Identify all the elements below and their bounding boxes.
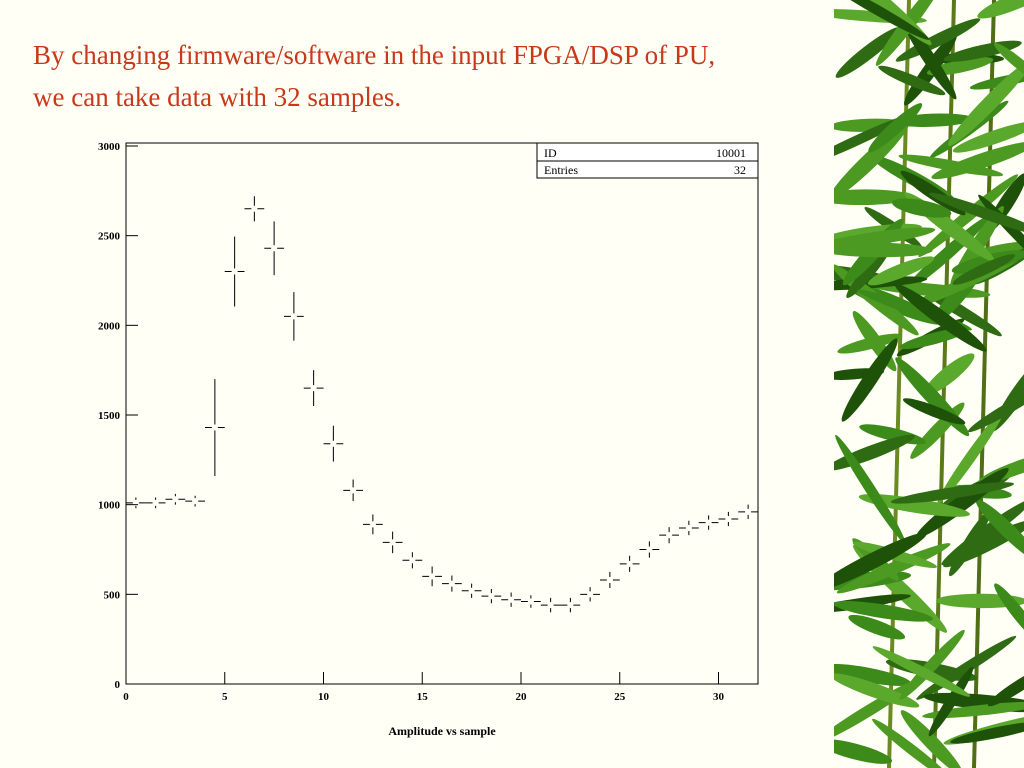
bamboo-leaf bbox=[834, 739, 893, 764]
title-line: By changing firmware/software in the inp… bbox=[33, 40, 716, 70]
bamboo-leaf bbox=[952, 254, 1016, 285]
chart: Amplitude vs sample 0 500 1000 1500 2000 2500… bbox=[98, 141, 759, 738]
bamboo-leaf bbox=[941, 499, 1024, 566]
stats-value: 32 bbox=[734, 163, 746, 177]
bamboo-leaf bbox=[900, 710, 964, 768]
bamboo-leaf bbox=[948, 60, 1024, 146]
bamboo-leaf bbox=[922, 701, 1024, 719]
bamboo-leaf bbox=[834, 122, 909, 201]
x-axis-label: Amplitude vs sample bbox=[388, 724, 496, 738]
bamboo-leaf bbox=[937, 409, 1005, 505]
bamboo-leaf bbox=[868, 103, 923, 153]
bamboo-leaf bbox=[878, 65, 946, 96]
bamboo-leaf bbox=[841, 338, 898, 422]
bamboo-leaf bbox=[892, 198, 952, 218]
bamboo-leaf bbox=[835, 434, 906, 544]
bamboo-leaf bbox=[837, 333, 902, 354]
bamboo-leaf bbox=[872, 718, 954, 768]
x-tick-label: 0 bbox=[123, 691, 129, 703]
bamboo-leaf bbox=[846, 243, 893, 299]
bamboo-leaf bbox=[836, 543, 951, 594]
bamboo-leaf bbox=[899, 629, 965, 700]
bamboo-leaf bbox=[834, 601, 933, 622]
bamboo-leaf bbox=[929, 192, 1024, 236]
bamboo-leaf bbox=[834, 189, 913, 206]
bamboo-leaf bbox=[834, 112, 917, 168]
bamboo-leaf bbox=[834, 532, 927, 592]
y-tick-label: 1500 bbox=[98, 410, 121, 422]
bamboo-leaf bbox=[835, 27, 901, 78]
stats-label: ID bbox=[544, 146, 557, 160]
bamboo-leaf bbox=[895, 18, 981, 62]
bamboo-leaf bbox=[834, 664, 911, 686]
bamboo-leaf bbox=[872, 646, 971, 697]
bamboo-leaf bbox=[994, 583, 1024, 644]
y-tick-label: 500 bbox=[104, 589, 121, 601]
bamboo-leaf bbox=[858, 494, 970, 517]
bamboo-leaf bbox=[834, 227, 936, 250]
x-tick-label: 15 bbox=[417, 691, 429, 703]
bamboo-leaf bbox=[848, 614, 906, 640]
bamboo-leaf bbox=[918, 174, 1019, 257]
bamboo-leaf bbox=[834, 673, 920, 708]
title-line: we can take data with 32 samples. bbox=[33, 82, 402, 112]
y-tick-label: 3000 bbox=[98, 141, 121, 153]
bamboo-leaf bbox=[950, 721, 1024, 744]
bamboo-leaf bbox=[890, 482, 1015, 504]
bamboo-leaf bbox=[977, 0, 1024, 19]
bamboo-leaf bbox=[975, 499, 1024, 562]
bamboo-leaf bbox=[952, 121, 1024, 153]
x-tick-label: 10 bbox=[318, 691, 330, 703]
bamboo-leaf bbox=[867, 256, 935, 286]
bamboo-leaf bbox=[901, 16, 957, 100]
bamboo-leaf bbox=[928, 667, 974, 737]
bamboo-leaf bbox=[993, 42, 1024, 85]
y-tick-label: 0 bbox=[115, 679, 121, 691]
stats-value: 10001 bbox=[716, 146, 746, 160]
y-tick-label: 2500 bbox=[98, 231, 121, 243]
x-tick-label: 30 bbox=[713, 691, 725, 703]
bamboo-leaf bbox=[987, 666, 1024, 707]
bamboo-stalk bbox=[972, 0, 996, 768]
bamboo-leaf bbox=[968, 383, 1024, 433]
bamboo-leaf bbox=[894, 283, 987, 352]
y-tick-label: 1000 bbox=[98, 500, 121, 512]
x-tick-label: 25 bbox=[614, 691, 626, 703]
x-tick-label: 5 bbox=[222, 691, 228, 703]
y-tick-label: 2000 bbox=[98, 320, 121, 332]
stats-label: Entries bbox=[544, 163, 578, 177]
plot-frame bbox=[125, 142, 759, 685]
bamboo-leaf bbox=[924, 353, 975, 396]
bamboo-leaf bbox=[902, 398, 966, 425]
bamboo-leaf bbox=[931, 141, 1024, 180]
bamboo-decoration bbox=[834, 0, 1024, 768]
bamboo-leaf bbox=[834, 0, 930, 40]
x-tick-label: 20 bbox=[516, 691, 528, 703]
